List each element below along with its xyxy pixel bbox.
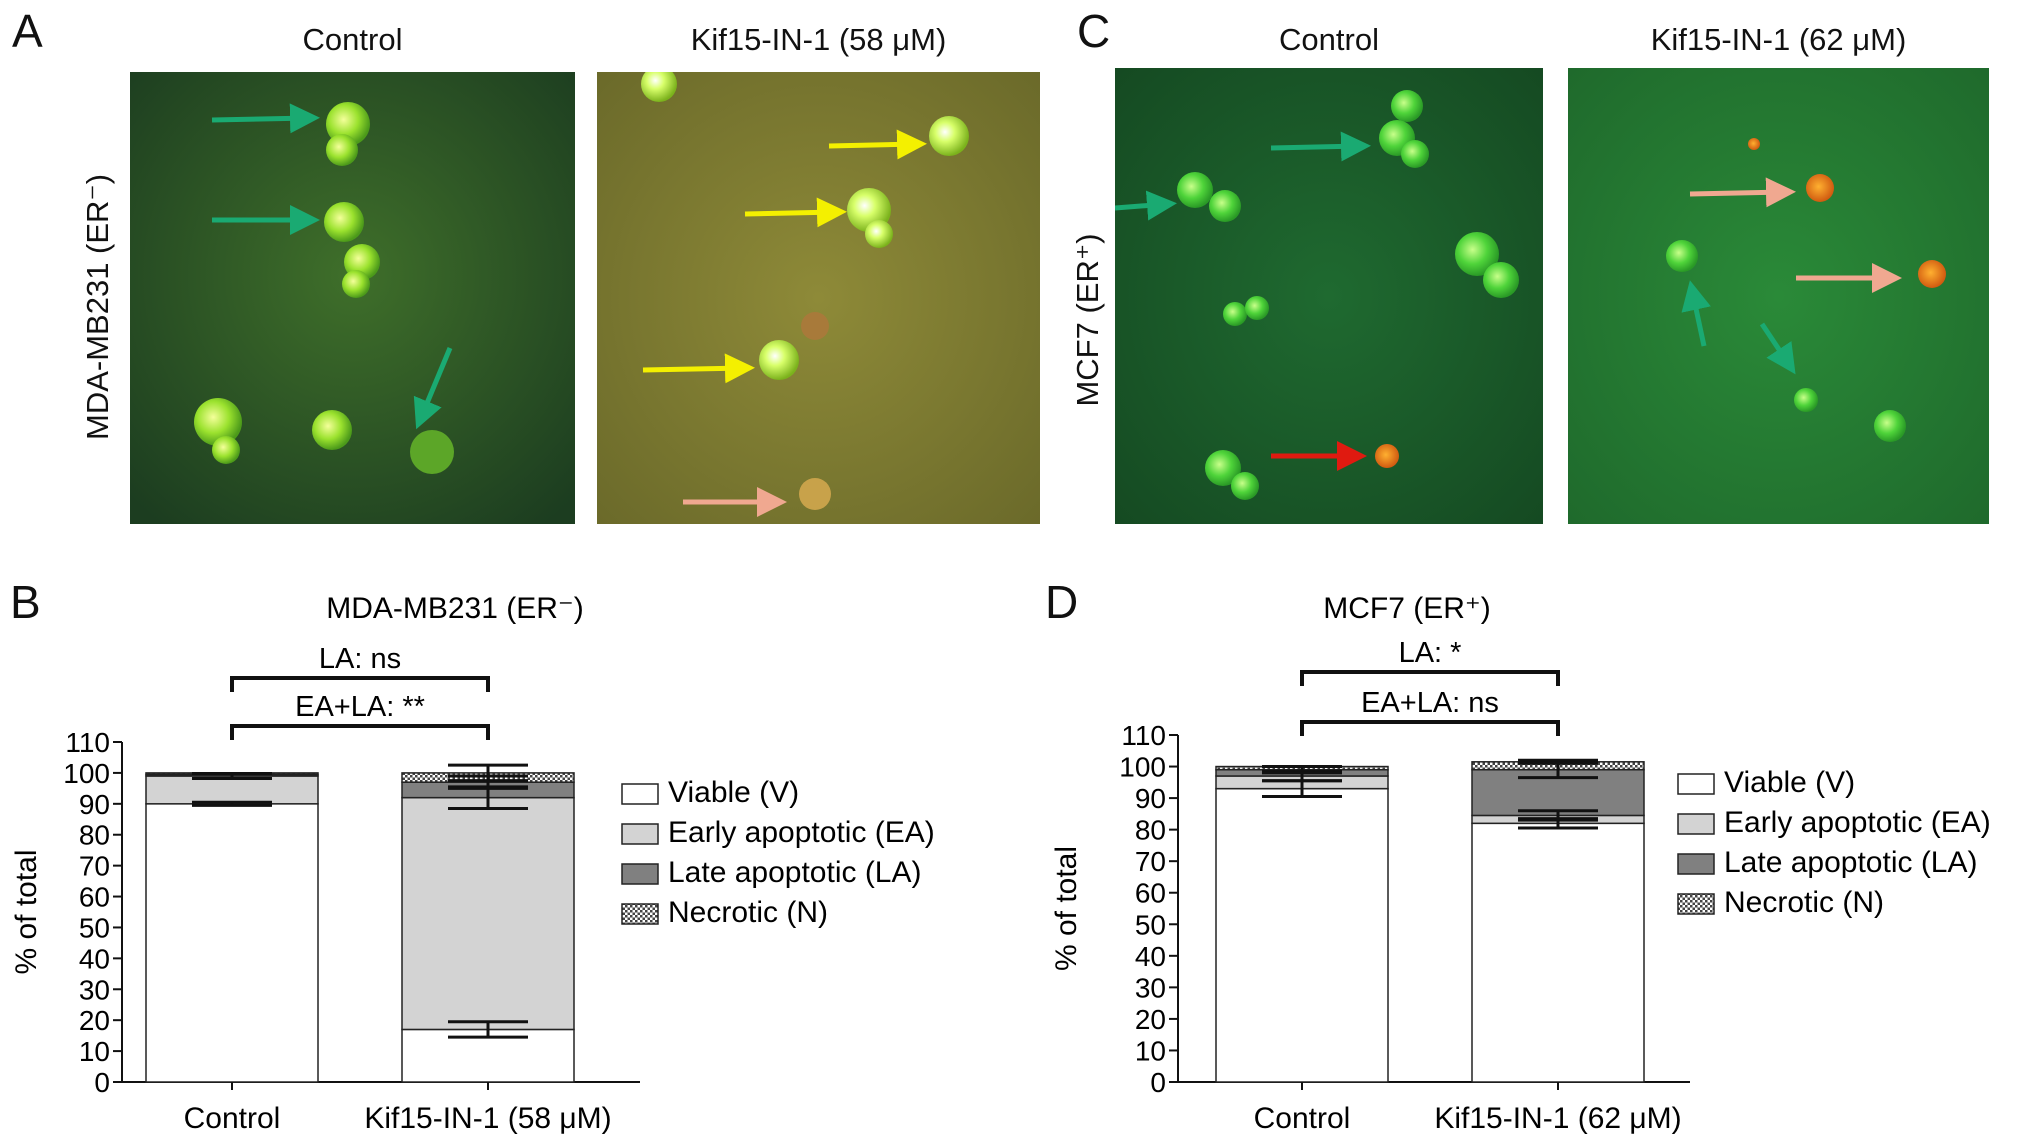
- bar-1-segment-0: [1471, 822, 1645, 1083]
- y-tick-label-20: 20: [1135, 1004, 1166, 1035]
- panel-letter-c: C: [1077, 5, 1111, 57]
- legend-swatch-0: [621, 783, 659, 805]
- significance-bracket-1: [230, 724, 490, 740]
- legend-label-1: Early apoptotic (EA): [1724, 806, 1991, 839]
- y-tick-label-110: 110: [65, 727, 110, 758]
- panel-c-row-label: MCF7 (ER⁺): [1070, 233, 1105, 407]
- panel-a-row-label: MDA-MB231 (ER⁻): [80, 173, 115, 440]
- arrow-c-treated-1: [1689, 177, 1796, 208]
- bar-0-segment-0: [1215, 787, 1389, 1083]
- significance-label-0: LA: *: [1399, 637, 1462, 669]
- bar-1-segment-1: [401, 796, 575, 1031]
- micrograph-a-treated-svg: [597, 72, 1040, 524]
- arrow-a-treated-3: [642, 353, 755, 384]
- arrow-a-treated-1: [828, 129, 927, 160]
- error-bar-1-1: [1518, 809, 1598, 822]
- error-bar-1-0: [448, 1020, 528, 1039]
- chart-title: MCF7 (ER⁺): [1323, 592, 1491, 625]
- legend-swatch-2: [1677, 853, 1715, 875]
- y-tick-label-40: 40: [1135, 941, 1166, 972]
- y-tick-label-10: 10: [1135, 1035, 1166, 1066]
- y-tick-label-50: 50: [79, 912, 110, 943]
- micrograph-c-control-svg: [1115, 68, 1543, 524]
- x-tick-label-1: Kif15-IN-1 (58 μM): [364, 1102, 611, 1135]
- bar-0-segment-1: [145, 775, 319, 805]
- legend-swatch-3: [621, 903, 659, 925]
- panel-letter-d: D: [1045, 576, 1079, 628]
- y-tick-label-100: 100: [1119, 752, 1166, 783]
- legend-swatch-1: [621, 823, 659, 845]
- error-bar-0-2: [1262, 765, 1342, 775]
- significance-label-1: EA+LA: **: [295, 691, 425, 723]
- x-tick-label-1: Kif15-IN-1 (62 μM): [1434, 1102, 1681, 1135]
- panel-c-control-title: Control: [1279, 22, 1379, 57]
- micrograph-a-control-svg: [130, 72, 575, 524]
- significance-bracket-0: [1300, 670, 1560, 686]
- micrograph-a-treated: [597, 72, 1040, 524]
- y-axis-label: % of total: [10, 849, 43, 974]
- error-bar-0-0: [192, 800, 272, 807]
- arrow-a-control-1: [211, 103, 320, 134]
- y-axis-label: % of total: [1050, 846, 1083, 971]
- legend-label-0: Viable (V): [1724, 766, 1855, 799]
- error-bar-1-3: [448, 763, 528, 783]
- panel-a-treated-title: Kif15-IN-1 (58 μM): [690, 22, 947, 57]
- y-tick-label-40: 40: [79, 943, 110, 974]
- micrograph-a-control: [130, 72, 575, 524]
- y-tick-label-100: 100: [63, 758, 110, 789]
- y-tick-label-60: 60: [79, 882, 110, 913]
- significance-label-1: EA+LA: ns: [1361, 687, 1499, 719]
- arrow-a-control-3: [413, 347, 453, 430]
- arrow-c-control-1: [1270, 131, 1371, 162]
- panel-letter-b: B: [10, 576, 41, 628]
- panel-a-control-title: Control: [302, 22, 403, 57]
- y-tick-label-0: 0: [94, 1067, 110, 1098]
- legend-label-3: Necrotic (N): [1724, 886, 1884, 919]
- legend-label-0: Viable (V): [668, 776, 799, 809]
- error-bar-1-3: [1518, 758, 1598, 765]
- legend-swatch-3: [1677, 893, 1715, 915]
- y-tick-label-0: 0: [1150, 1067, 1166, 1098]
- legend-swatch-2: [621, 863, 659, 885]
- legend-label-3: Necrotic (N): [668, 896, 828, 929]
- x-tick-label-0: Control: [1254, 1102, 1351, 1135]
- chart-b: MDA-MB231 (ER⁻) 0102030405060708090100110…: [10, 592, 935, 1135]
- y-tick-label-30: 30: [1135, 972, 1166, 1003]
- arrow-a-treated-2: [744, 197, 847, 228]
- micrograph-c-treated: [1568, 68, 1989, 524]
- legend-label-2: Late apoptotic (LA): [668, 856, 922, 889]
- legend-label-2: Late apoptotic (LA): [1724, 846, 1978, 879]
- error-bar-0-1: [192, 772, 272, 780]
- panel-c-treated-title: Kif15-IN-1 (62 μM): [1650, 22, 1907, 57]
- significance-bracket-0: [230, 676, 490, 692]
- legend-swatch-0: [1677, 773, 1715, 795]
- y-tick-label-70: 70: [1135, 846, 1166, 877]
- chart-title: MDA-MB231 (ER⁻): [326, 592, 584, 625]
- y-tick-label-90: 90: [79, 789, 110, 820]
- arrow-c-treated-4: [1759, 322, 1796, 375]
- micrograph-c-treated-svg: [1568, 68, 1989, 524]
- bar-0-segment-0: [145, 803, 319, 1083]
- y-tick-label-50: 50: [1135, 909, 1166, 940]
- y-tick-label-110: 110: [1121, 720, 1166, 751]
- y-tick-label-70: 70: [79, 851, 110, 882]
- y-tick-label-20: 20: [79, 1005, 110, 1036]
- significance-bracket-1: [1300, 720, 1560, 736]
- y-tick-label-80: 80: [1135, 815, 1166, 846]
- y-tick-label-90: 90: [1135, 783, 1166, 814]
- arrow-c-control-2: [1115, 190, 1177, 221]
- x-tick-label-0: Control: [184, 1102, 281, 1135]
- arrow-c-treated-3: [1681, 280, 1711, 347]
- significance-label-0: LA: ns: [319, 643, 401, 675]
- panel-letter-a: A: [12, 5, 43, 57]
- y-tick-label-60: 60: [1135, 878, 1166, 909]
- y-tick-label-10: 10: [79, 1036, 110, 1067]
- micrograph-c-control: [1115, 68, 1543, 524]
- y-tick-label-80: 80: [79, 820, 110, 851]
- legend-swatch-1: [1677, 813, 1715, 835]
- y-tick-label-30: 30: [79, 974, 110, 1005]
- legend-label-1: Early apoptotic (EA): [668, 816, 935, 849]
